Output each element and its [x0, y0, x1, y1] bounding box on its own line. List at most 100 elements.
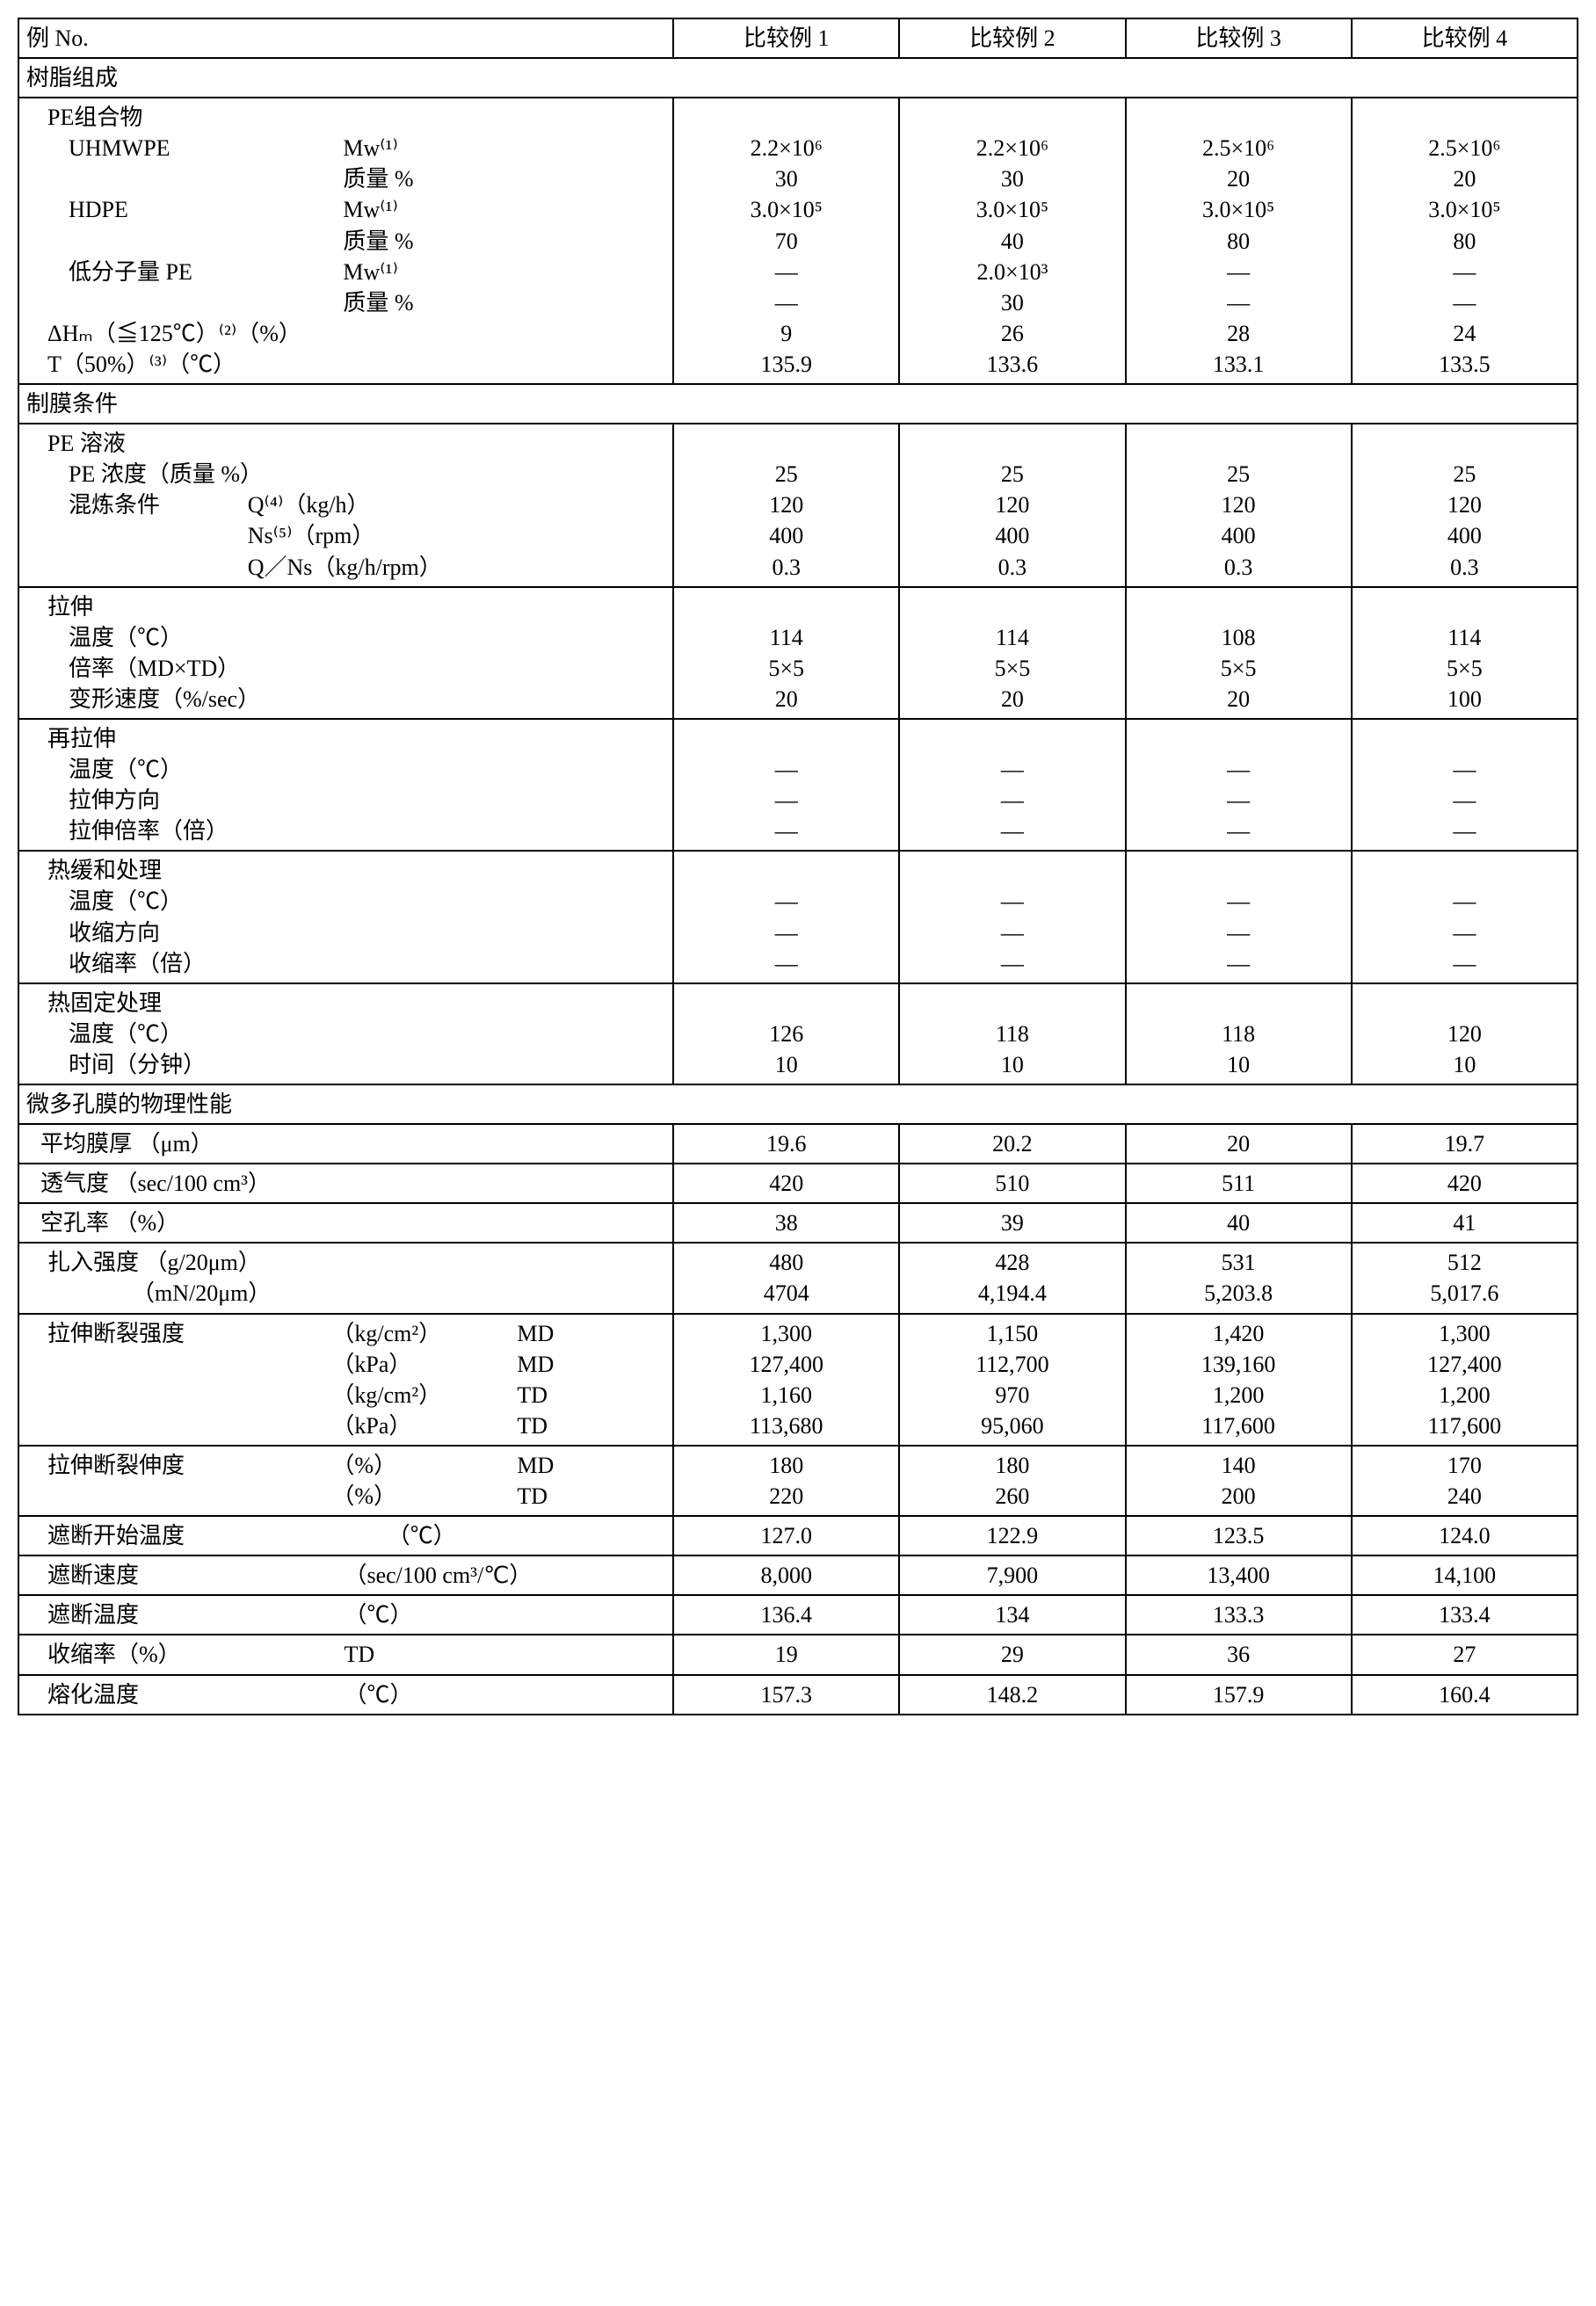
uhmwpe-label: UHMWPE [69, 133, 343, 163]
qns-label: Q／Ns（kg/h/rpm） [248, 552, 442, 583]
lowmw-label: 低分子量 PE [69, 257, 343, 287]
cell: 512 [1360, 1247, 1570, 1278]
table-row: 拉伸断裂伸度 （%） MD （%） TD 180 220 180 260 140… [18, 1446, 1578, 1516]
cell: — [907, 886, 1117, 917]
mw-label: Mw⁽¹⁾ [343, 133, 397, 163]
cell: 36 [1126, 1635, 1352, 1674]
cell: 480 [681, 1247, 891, 1278]
cell: 120 [1134, 489, 1344, 520]
cell: 120 [1360, 1019, 1570, 1049]
unit-label: （%） [331, 1450, 517, 1481]
cell: — [681, 754, 891, 785]
table-row: 遮断速度 （sec/100 cm³/℃） 8,000 7,900 13,400 … [18, 1555, 1578, 1595]
cell: 0.3 [681, 552, 891, 583]
cell: 4,194.4 [907, 1278, 1117, 1309]
cell: 114 [681, 622, 891, 653]
relax-label: 热缓和处理 [26, 855, 665, 886]
cell: 40 [1126, 1203, 1352, 1243]
data-table: 例 No. 比较例 1 比较例 2 比较例 3 比较例 4 树脂组成 PE组合物… [18, 18, 1578, 1715]
shrink-dir-label: 收缩方向 [26, 917, 665, 948]
tbe-label: 拉伸断裂伸度 [47, 1450, 331, 1481]
table-row: 熔化温度 （℃） 157.3 148.2 157.9 160.4 [18, 1675, 1578, 1715]
pin2-label: （mN/20μm） [26, 1278, 665, 1309]
cell: 80 [1134, 226, 1344, 257]
table-row: 收缩率（%） TD 19 29 36 27 [18, 1635, 1578, 1674]
ratio-label: 倍率（MD×TD） [26, 653, 665, 684]
cell: 4704 [681, 1278, 891, 1309]
air-label: 透气度 （sec/100 cm³） [18, 1164, 673, 1203]
cell: 127,400 [681, 1349, 891, 1380]
cell: 126 [681, 1019, 891, 1049]
cell: 7,900 [899, 1555, 1125, 1595]
cell: 135.9 [681, 349, 891, 380]
table-row: 热缓和处理 温度（℃） 收缩方向 收缩率（倍） — — — — — — — — … [18, 851, 1578, 983]
cell: 120 [1360, 489, 1570, 520]
table-row: 扎入强度 （g/20μm） （mN/20μm） 480 4704 428 4,1… [18, 1243, 1578, 1313]
md-label: MD [517, 1318, 665, 1349]
cell: 117,600 [1360, 1410, 1570, 1441]
unit-label: （%） [331, 1481, 517, 1512]
cell: — [681, 257, 891, 287]
table-row: PE 溶液 PE 浓度（质量 %） 混炼条件 Q⁽⁴⁾（kg/h） Ns⁽⁵⁾（… [18, 424, 1578, 586]
shrink-ratio-label: 收缩率（倍） [26, 948, 665, 979]
cell: — [1134, 785, 1344, 816]
cell: 25 [907, 459, 1117, 489]
cell: 5,203.8 [1134, 1278, 1344, 1309]
sd-speed-label: 遮断速度 [47, 1560, 344, 1591]
cell: 20 [681, 684, 891, 714]
cell: 123.5 [1126, 1516, 1352, 1555]
cell: 2.2×10⁶ [681, 133, 891, 163]
cell: 3.0×10⁵ [1134, 194, 1344, 225]
td-label: TD [517, 1481, 665, 1512]
table-row: 例 No. 比较例 1 比较例 2 比较例 3 比较例 4 [18, 18, 1578, 58]
cell: 133.1 [1134, 349, 1344, 380]
unit-label: （℃） [344, 1599, 412, 1630]
cell: 10 [907, 1049, 1117, 1080]
cell: 8,000 [673, 1555, 899, 1595]
cell: 420 [673, 1164, 899, 1203]
cell: 40 [907, 226, 1117, 257]
porosity-label: 空孔率 （%） [18, 1203, 673, 1243]
cell: 133.5 [1360, 349, 1570, 380]
cell: 14,100 [1352, 1555, 1578, 1595]
cell: 122.9 [899, 1516, 1125, 1555]
cell: 118 [1134, 1019, 1344, 1049]
cell: — [1360, 754, 1570, 785]
td-label: TD [344, 1639, 374, 1670]
cell: — [907, 948, 1117, 979]
dir-label: 拉伸方向 [26, 785, 665, 816]
md-label: MD [517, 1450, 665, 1481]
table-row: 树脂组成 [18, 58, 1578, 98]
cell: 220 [681, 1481, 891, 1512]
cell: 2.2×10⁶ [907, 133, 1117, 163]
tbs-label: 拉伸断裂强度 [47, 1318, 331, 1349]
cell: 200 [1134, 1481, 1344, 1512]
cell: 5×5 [1134, 653, 1344, 684]
cell: 20 [1134, 163, 1344, 194]
cell: 140 [1134, 1450, 1344, 1481]
shrink-pct-label: 收缩率（%） [47, 1639, 344, 1670]
stretch-label: 拉伸 [26, 591, 665, 622]
cell: 114 [1360, 622, 1570, 653]
cell: — [1360, 785, 1570, 816]
cell: 400 [681, 520, 891, 551]
section-film-cond: 制膜条件 [18, 384, 1578, 424]
cell: 531 [1134, 1247, 1344, 1278]
cell: 100 [1360, 684, 1570, 714]
cell: 420 [1352, 1164, 1578, 1203]
time-label: 时间（分钟） [26, 1049, 665, 1080]
cell: 70 [681, 226, 891, 257]
cell: 24 [1360, 318, 1570, 349]
cell: 1,420 [1134, 1318, 1344, 1349]
cell: 170 [1360, 1450, 1570, 1481]
cell: 180 [681, 1450, 891, 1481]
cell: 27 [1352, 1635, 1578, 1674]
unit-label: （kPa） [331, 1349, 517, 1380]
pe-composition-label: PE组合物 [26, 102, 665, 133]
cell: 127,400 [1360, 1349, 1570, 1380]
col-header: 比较例 1 [673, 18, 899, 58]
masspct-label: 质量 % [343, 287, 413, 318]
cell: 157.9 [1126, 1675, 1352, 1715]
cell: 134 [899, 1595, 1125, 1635]
cell: 20.2 [899, 1124, 1125, 1164]
